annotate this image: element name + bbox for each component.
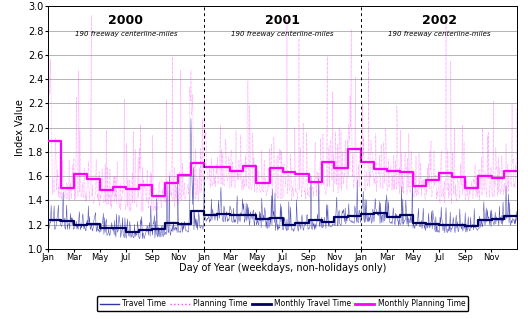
X-axis label: Day of Year (weekdays, non-holidays only): Day of Year (weekdays, non-holidays only… — [179, 263, 386, 273]
Text: 2000: 2000 — [108, 14, 143, 27]
Legend: Travel Time, Planning Time, Monthly Travel Time, Monthly Planning Time: Travel Time, Planning Time, Monthly Trav… — [97, 296, 468, 311]
Text: 2001: 2001 — [265, 14, 300, 27]
Text: 190 freeway centerline-miles: 190 freeway centerline-miles — [388, 31, 491, 37]
Y-axis label: Index Value: Index Value — [15, 99, 25, 156]
Text: 190 freeway centerline-miles: 190 freeway centerline-miles — [231, 31, 334, 37]
Text: 190 freeway centerline-miles: 190 freeway centerline-miles — [74, 31, 177, 37]
Text: 2002: 2002 — [422, 14, 457, 27]
